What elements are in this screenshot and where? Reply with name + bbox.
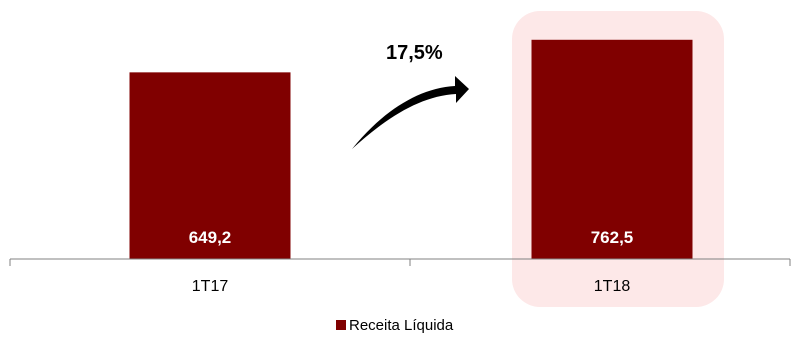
bar-1T18 [531, 39, 693, 259]
x-tick-label-1T17: 1T17 [192, 278, 229, 295]
legend-label: Receita Líquida [349, 317, 454, 334]
x-tick-label-1T18: 1T18 [594, 278, 631, 295]
growth-annotation: 17,5% [386, 42, 443, 64]
legend-swatch [336, 320, 346, 330]
data-label-1T18: 762,5 [591, 228, 634, 247]
bar-1T17 [129, 72, 291, 259]
growth-arrow-icon [352, 76, 469, 149]
data-label-1T17: 649,2 [189, 228, 232, 247]
